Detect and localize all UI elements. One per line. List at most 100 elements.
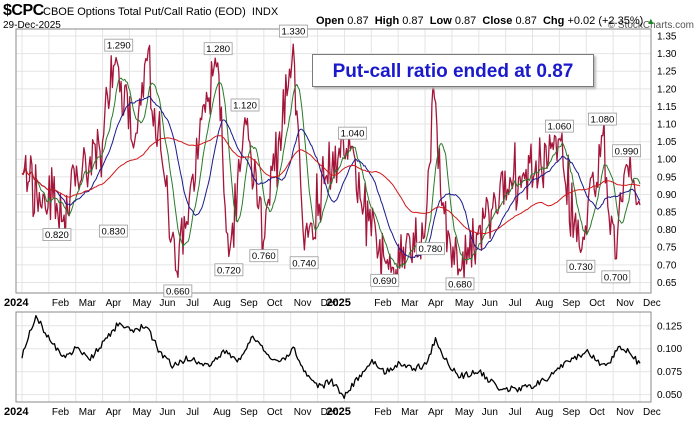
upper-month-label: Dec xyxy=(321,298,339,309)
upper-month-label: Feb xyxy=(374,298,392,309)
point-label: 0.690 xyxy=(373,276,397,287)
point-label-box xyxy=(278,24,308,38)
lower-frame xyxy=(15,311,652,403)
high-value: 0.87 xyxy=(402,15,424,27)
exchange-code: INDX xyxy=(251,6,279,18)
point-label: 1.120 xyxy=(233,101,257,112)
upper-month-label: Oct xyxy=(267,298,283,309)
lower-month-label: Dec xyxy=(643,407,661,418)
lower-month-label: Jun xyxy=(482,407,498,418)
upper-month-label: May xyxy=(132,298,151,309)
point-label-box xyxy=(289,256,319,270)
point-label: 0.990 xyxy=(615,146,639,157)
point-label: 0.680 xyxy=(448,279,472,290)
point-label-box xyxy=(249,249,279,263)
low-label: Low xyxy=(429,15,452,27)
chg-value: +0.02 (+2.35%) xyxy=(567,15,644,27)
point-label: 0.820 xyxy=(45,230,69,241)
chart-date: 29-Dec-2025 xyxy=(3,20,61,31)
point-label-box xyxy=(214,263,244,277)
upper-month-label: Dec xyxy=(643,298,661,309)
point-label-box xyxy=(587,112,617,126)
upper-y-tick-label: 0.70 xyxy=(657,260,677,271)
upper-y-tick-label: 1.20 xyxy=(657,84,677,95)
chart-description: CBOE Options Total Put/Call Ratio (EOD) … xyxy=(43,6,278,18)
point-label: 0.720 xyxy=(217,265,241,276)
point-label: 1.080 xyxy=(590,115,614,126)
point-label: 0.660 xyxy=(166,286,190,297)
upper-year-label: 2025 xyxy=(326,297,350,309)
description-text: CBOE Options Total Put/Call Ratio (EOD) xyxy=(43,6,246,18)
point-label-box xyxy=(544,119,574,133)
lower-month-label: Apr xyxy=(428,407,444,418)
point-label: 0.780 xyxy=(419,244,443,255)
point-label: 0.830 xyxy=(101,227,125,238)
upper-month-label: Apr xyxy=(106,298,122,309)
point-label: 0.760 xyxy=(252,251,276,262)
upper-y-tick-label: 0.85 xyxy=(657,208,677,219)
lower-month-label: Mar xyxy=(79,407,97,418)
open-value: 0.87 xyxy=(347,15,369,27)
point-label-box xyxy=(42,228,72,242)
close-label: Close xyxy=(482,15,513,27)
point-label-box xyxy=(203,42,233,56)
lower-month-label: Mar xyxy=(401,407,419,418)
upper-y-tick-label: 1.25 xyxy=(657,67,677,78)
upper-month-label: Oct xyxy=(589,298,605,309)
point-label: 0.700 xyxy=(604,272,628,283)
point-label-box xyxy=(370,273,400,287)
point-label: 0.740 xyxy=(292,258,316,269)
lower-year-label: 2024 xyxy=(4,406,29,418)
quote-bar: Open 0.87 High 0.87 Low 0.87 Close 0.87 … xyxy=(316,15,655,27)
upper-y-tick-label: 0.75 xyxy=(657,243,677,254)
lower-month-label: Feb xyxy=(374,407,392,418)
upper-y-tick-label: 0.95 xyxy=(657,172,677,183)
upper-month-label: Nov xyxy=(616,298,634,309)
lower-y-tick-label: 0.125 xyxy=(657,321,682,332)
lower-y-tick-label: 0.050 xyxy=(657,390,682,401)
upper-y-tick-label: 1.30 xyxy=(657,49,677,60)
upper-month-label: Sep xyxy=(562,298,580,309)
lower-month-label: Oct xyxy=(267,407,283,418)
point-label: 1.330 xyxy=(281,27,305,38)
lower-plot-area xyxy=(16,312,651,402)
point-label-box xyxy=(566,259,596,273)
long-moving-average-line xyxy=(21,135,641,235)
short-moving-average-line xyxy=(21,77,641,269)
point-label-box xyxy=(416,242,445,256)
upper-month-label: Sep xyxy=(240,298,258,309)
upper-month-label: Jul xyxy=(186,298,199,309)
upper-y-tick-label: 1.05 xyxy=(657,137,677,148)
upper-y-tick-label: 1.35 xyxy=(657,32,677,43)
low-value: 0.87 xyxy=(454,15,477,27)
upper-y-tick-label: 1.00 xyxy=(657,155,677,166)
close-value: 0.87 xyxy=(515,15,537,27)
chg-label: Chg xyxy=(542,15,565,27)
lower-month-label: Oct xyxy=(589,407,605,418)
upper-month-label: Jul xyxy=(509,298,522,309)
lower-month-label: Sep xyxy=(240,407,258,418)
point-label: 1.040 xyxy=(341,129,365,140)
point-label-box xyxy=(445,277,475,291)
point-label: 0.730 xyxy=(569,262,593,273)
lower-month-label: Aug xyxy=(536,407,554,418)
upper-month-label: May xyxy=(455,298,474,309)
upper-y-tick-label: 0.90 xyxy=(657,190,677,201)
lower-month-label: Nov xyxy=(616,407,634,418)
point-label: 1.290 xyxy=(107,41,131,52)
lower-month-label: Apr xyxy=(106,407,122,418)
high-label: High xyxy=(374,15,400,27)
upper-month-label: Jun xyxy=(159,298,175,309)
point-label-box xyxy=(601,270,631,284)
point-label-box xyxy=(338,126,367,140)
lower-month-label: Jul xyxy=(186,407,199,418)
lower-y-tick-label: 0.075 xyxy=(657,367,682,378)
upper-month-label: Apr xyxy=(428,298,444,309)
upper-month-label: Nov xyxy=(294,298,312,309)
lower-month-label: Dec xyxy=(321,407,339,418)
point-label-box xyxy=(230,98,260,112)
upper-year-label: 2024 xyxy=(4,297,29,309)
open-label: Open xyxy=(316,15,345,27)
lower-month-label: Jul xyxy=(509,407,522,418)
up-triangle-icon: ▲ xyxy=(646,16,656,26)
